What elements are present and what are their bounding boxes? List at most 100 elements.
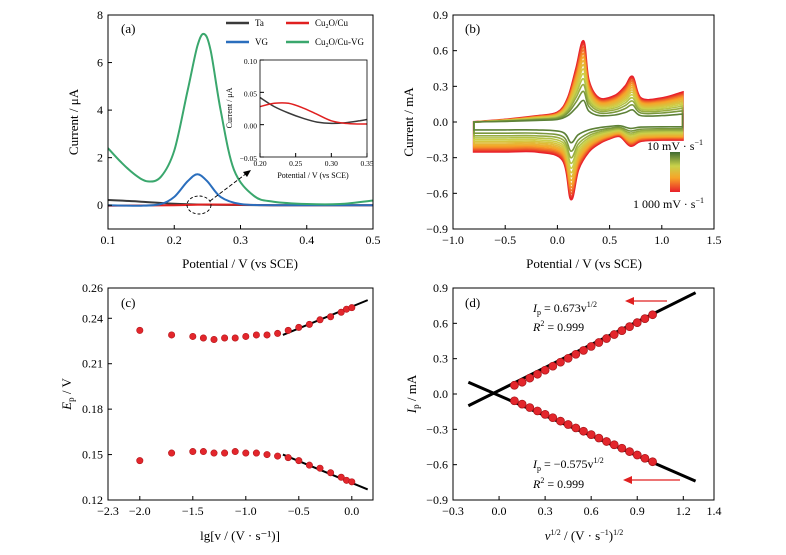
inset-background bbox=[260, 60, 367, 157]
anodic-pointer-arrowhead bbox=[625, 297, 634, 305]
panel-c-x-tick-label: −0.5 bbox=[288, 504, 310, 518]
panel-b-x-tick-label: −0.5 bbox=[494, 233, 516, 247]
panel-c: −2.3 −2.0 −1.5 −1.0 −0.5 0.0 0.12 0.15 0.18 0.21 0… bbox=[59, 281, 374, 543]
panel-a-y-tick-label: 6 bbox=[97, 56, 103, 70]
data-point-anodic bbox=[632, 318, 642, 327]
panel-a-y-tick-label: 4 bbox=[97, 103, 103, 117]
panel-b-y-tick-label: −0.6 bbox=[426, 186, 448, 200]
legend-ta-label: Ta bbox=[255, 18, 264, 28]
panel-b-y-tick-label: 0.3 bbox=[433, 79, 448, 93]
inset-frame bbox=[259, 59, 368, 158]
cathodic-fit-equation: Ip = −0.575v1/2 bbox=[532, 456, 604, 473]
data-point-cathodic bbox=[231, 448, 239, 456]
data-point-cathodic bbox=[548, 413, 558, 423]
data-point-cathodic bbox=[199, 448, 207, 456]
data-point-anodic bbox=[533, 369, 542, 379]
data-point-cathodic bbox=[594, 433, 604, 443]
panel-a-x-tick-label: 0.2 bbox=[167, 233, 182, 247]
data-point-anodic bbox=[586, 342, 596, 351]
data-point-cathodic bbox=[625, 447, 634, 456]
data-point-cathodic bbox=[525, 403, 535, 412]
data-point-cathodic bbox=[586, 430, 596, 439]
panel-b-label: (b) bbox=[465, 21, 480, 36]
panel-a-y-tick-label: 0 bbox=[97, 198, 103, 212]
panel-d-x-tick-label: −0.3 bbox=[442, 504, 464, 518]
data-point-cathodic bbox=[305, 461, 313, 469]
panel-b-x-tick-label: −1.0 bbox=[442, 233, 464, 247]
data-point-cathodic bbox=[533, 406, 542, 416]
panel-d-x-axis-title: v1/2 / (V · s−1)1/2 bbox=[545, 528, 624, 543]
panel-a-x-tick-label: 0.5 bbox=[366, 233, 381, 247]
series-line-vg bbox=[108, 173, 373, 207]
panel-a-inset: 0.20 0.25 0.30 0.35 −0.05 0.00 0.05 0.10 Potent… bbox=[225, 57, 374, 180]
panel-d-label: (d) bbox=[465, 295, 480, 310]
panel-b-x-tick-label: 1.0 bbox=[654, 233, 669, 247]
panel-a-y-axis-title: Current / μA bbox=[66, 88, 81, 155]
data-point-anodic bbox=[231, 334, 239, 342]
anodic-r-squared: R2 = 0.999 bbox=[532, 319, 584, 334]
data-point-cathodic bbox=[556, 416, 565, 426]
data-point-anodic bbox=[136, 326, 144, 334]
inset-y-tick-label: 0.10 bbox=[244, 57, 257, 66]
panel-b-y-tick-label: 0.9 bbox=[433, 8, 448, 22]
data-point-cathodic bbox=[648, 457, 657, 467]
inset-x-tick-label: 0.25 bbox=[289, 159, 302, 168]
panel-a-y-tick-label: 8 bbox=[97, 8, 103, 22]
panel-c-y-tick-label: 0.12 bbox=[82, 493, 103, 507]
panel-d-y-tick-label: −0.6 bbox=[426, 458, 448, 472]
data-point-cathodic bbox=[284, 454, 292, 462]
data-point-anodic bbox=[221, 334, 229, 342]
panel-d-x-tick-label: 0.3 bbox=[538, 504, 553, 518]
data-point-cathodic bbox=[189, 448, 197, 456]
panel-c-y-tick-label: 0.26 bbox=[82, 281, 103, 295]
zoom-arrowhead bbox=[243, 170, 251, 177]
inset-series-line-cu2o-cu bbox=[259, 102, 368, 125]
panel-c-y-tick-label: 0.18 bbox=[82, 402, 103, 416]
cv-curve bbox=[473, 83, 684, 159]
data-point-anodic bbox=[348, 304, 356, 312]
panel-b-y-tick-label: −0.3 bbox=[426, 151, 448, 165]
data-point-cathodic bbox=[609, 440, 619, 450]
data-point-anodic bbox=[640, 314, 650, 323]
data-point-cathodic bbox=[640, 453, 650, 463]
panel-d-y-tick-label: 0.9 bbox=[433, 281, 448, 295]
panel-d: −0.3 0.0 0.3 0.6 0.9 1.2 1.4 −0.9 −0.6 −0.3 0.0 0.3… bbox=[404, 281, 722, 543]
panel-a-x-tick-label: 0.4 bbox=[299, 233, 314, 247]
data-point-anodic bbox=[602, 334, 611, 343]
panel-a-label: (a) bbox=[121, 21, 135, 36]
data-point-anodic bbox=[242, 332, 250, 340]
panel-b-x-tick-label: 0.5 bbox=[602, 233, 617, 247]
panel-b-y-tick-label: −0.9 bbox=[426, 222, 448, 236]
panel-a-y-tick-label: 2 bbox=[97, 151, 103, 165]
inset-y-tick-label: −0.05 bbox=[240, 154, 258, 163]
data-point-anodic bbox=[189, 332, 197, 340]
colorbar-high-label: 1 000 mV · s−1 bbox=[633, 196, 704, 211]
inset-y-tick-label: 0.05 bbox=[244, 89, 257, 98]
legend-cuvg-label: Cu2O/Cu-VG bbox=[315, 37, 365, 49]
data-point-anodic bbox=[540, 365, 550, 375]
data-point-anodic bbox=[305, 320, 313, 328]
panel-d-y-tick-label: −0.9 bbox=[426, 493, 448, 507]
inset-x-tick-label: 0.35 bbox=[360, 159, 373, 168]
data-point-anodic bbox=[617, 326, 627, 335]
panel-d-x-tick-label: 0.6 bbox=[584, 504, 599, 518]
data-point-anodic bbox=[337, 308, 345, 316]
data-point-cathodic bbox=[571, 423, 581, 433]
panel-a-x-tick-label: 0.1 bbox=[101, 233, 116, 247]
colorbar-low-label: 10 mV · s−1 bbox=[647, 138, 703, 153]
data-point-cathodic bbox=[617, 443, 627, 453]
panel-c-x-tick-label: −2.0 bbox=[129, 504, 151, 518]
panel-c-x-tick-label: 0.0 bbox=[344, 504, 359, 518]
panel-b-x-tick-label: 0.0 bbox=[550, 233, 565, 247]
panel-b: −1.0 −0.5 0.0 0.5 1.0 1.5 −0.9 −0.6 −0.3 0.0 0.3 0.… bbox=[401, 8, 722, 271]
anodic-fit-equation: Ip = 0.673v1/2 bbox=[532, 300, 597, 317]
panel-c-y-axis-title: Ep / V bbox=[59, 378, 76, 411]
data-point-anodic bbox=[284, 326, 292, 334]
panel-d-x-tick-label: 0.9 bbox=[630, 504, 645, 518]
data-point-anodic bbox=[594, 338, 604, 347]
panel-d-y-tick-label: 0.3 bbox=[433, 352, 448, 366]
panel-b-x-axis-title: Potential / V (vs SCE) bbox=[526, 256, 642, 271]
data-point-anodic bbox=[625, 322, 634, 331]
panel-a-x-tick-label: 0.3 bbox=[233, 233, 248, 247]
